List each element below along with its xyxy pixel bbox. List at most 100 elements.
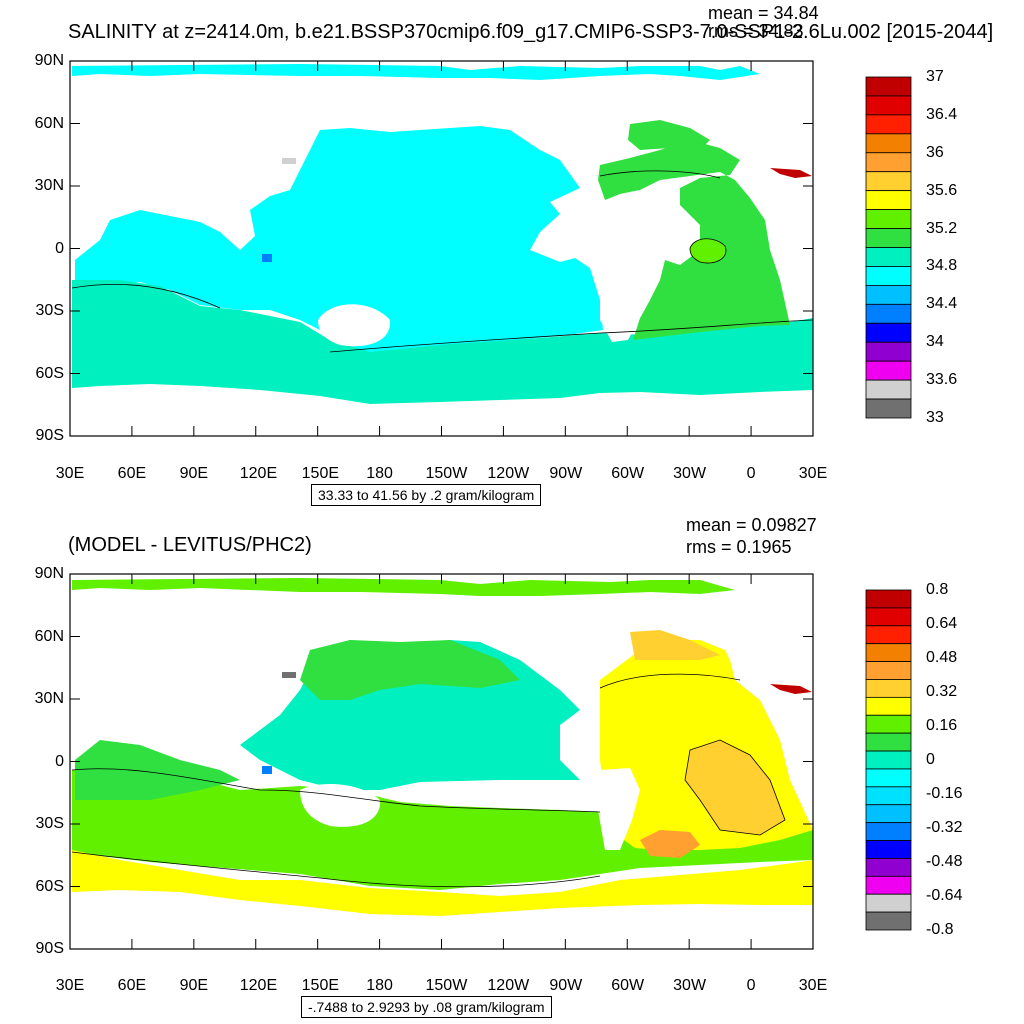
lon-tick-label: 0: [746, 465, 756, 482]
contour-line: [599, 170, 721, 179]
colorbar-label: 33: [926, 409, 944, 426]
rms-stat: rms = 0.1965: [686, 537, 792, 557]
map-title: SALINITY at z=2414.0m, b.e21.BSSP370cmip…: [68, 21, 994, 43]
colorbar-swatch: [865, 858, 912, 877]
atlantic-blob: [689, 238, 727, 264]
lon-tick-label: 180: [366, 977, 393, 994]
lon-tick-label: 120E: [239, 977, 278, 994]
australia: [300, 784, 381, 827]
colorbar-label: 36: [926, 143, 944, 161]
colorbar-label: 34: [926, 333, 944, 351]
colorbar-swatch: [865, 750, 912, 770]
lon-tick-label: 150E: [301, 465, 340, 482]
colorbar-label: 36.4: [926, 105, 958, 123]
lon-tick-label: 30E: [55, 977, 85, 994]
north-atlantic-top: [628, 120, 710, 150]
blue-patch: [262, 766, 272, 774]
colorbar-swatch: [865, 840, 912, 859]
lon-tick-label: 150W: [425, 465, 468, 482]
colorbar-swatch: [865, 625, 912, 645]
atlantic-orange: [684, 739, 786, 836]
lon-tick-label: 60W: [611, 465, 645, 482]
colorbar-swatch: [865, 607, 912, 627]
southern-ocean: [72, 280, 813, 404]
arctic-region: [72, 64, 760, 80]
colorbar-swatch: [865, 911, 912, 931]
lat-tick-label: 30N: [34, 690, 64, 707]
lon-tick-label: 120W: [487, 465, 530, 482]
blue-patch: [262, 254, 272, 262]
colorbar-label: -0.8: [926, 921, 954, 938]
grey-patch: [282, 158, 296, 164]
colorbar-label: 0.48: [926, 649, 958, 666]
axis-ticks: [69, 573, 814, 950]
lat-tick-label: 90N: [34, 565, 64, 582]
atlantic-ocean: [598, 140, 790, 340]
rms-stat: rms = 34.83: [708, 21, 804, 41]
colorbar-swatch: [865, 875, 912, 895]
mean-stat: mean = 0.09827: [686, 515, 817, 535]
range-note: -.7488 to 2.9293 by .08 gram/kilogram: [301, 996, 552, 1018]
colorbar-swatch: [865, 398, 912, 419]
lat-tick-label: 90N: [34, 52, 64, 69]
lon-tick-label: 120E: [239, 465, 278, 482]
lon-tick-label: 60E: [117, 977, 147, 994]
lon-tick-label: 30W: [673, 465, 707, 482]
lon-tick-label: 60E: [117, 465, 147, 482]
lat-tick-label: 60S: [35, 877, 64, 895]
colorbar-swatch: [865, 696, 912, 716]
south-atlantic-orange: [640, 830, 700, 858]
colorbar-swatch: [865, 643, 912, 662]
grey-patch: [282, 672, 296, 678]
australia: [318, 304, 391, 347]
north-atlantic-orange: [630, 630, 720, 660]
colorbar-swatch: [865, 714, 912, 734]
lon-tick-label: 30W: [673, 977, 707, 994]
lat-tick-label: 60N: [34, 627, 64, 645]
lon-tick-label: 30E: [798, 465, 828, 482]
lon-tick-label: 0: [746, 977, 756, 994]
axis-ticks: [69, 60, 814, 437]
lat-tick-label: 60S: [35, 364, 64, 382]
colorbar-label: -0.48: [926, 853, 963, 870]
pacific-indian-ocean: [75, 126, 603, 352]
lat-tick-label: 30S: [35, 302, 64, 319]
colorbar-swatch: [865, 893, 912, 913]
colorbar-label: 33.6: [926, 371, 958, 389]
lat-tick-label: 90S: [35, 427, 64, 444]
colorbar-swatch: [865, 732, 912, 752]
colorbar-swatch: [865, 768, 912, 788]
colorbar-label: 34.4: [926, 295, 958, 313]
colorbar-label: 0: [926, 751, 935, 768]
map-title: (MODEL - LEVITUS/PHC2): [68, 534, 312, 556]
south-america: [598, 768, 640, 850]
southern-green: [72, 768, 813, 890]
lon-tick-label: 120W: [487, 977, 530, 994]
colorbar-swatch: [865, 661, 912, 680]
lat-tick-label: 0: [55, 239, 64, 257]
colorbar-label: 0.8: [926, 581, 949, 598]
colorbar-label: 34.8: [926, 257, 958, 275]
contour-line: [71, 851, 601, 888]
lat-tick-label: 30N: [34, 177, 64, 194]
lon-tick-label: 90E: [179, 465, 209, 482]
lat-tick-label: 90S: [35, 940, 64, 957]
colorbar-label: 37: [926, 68, 944, 85]
lat-tick-label: 60N: [34, 114, 64, 132]
contour-line: [71, 283, 814, 353]
colorbar-label: 35.2: [926, 219, 958, 237]
lon-tick-label: 30E: [798, 977, 828, 994]
lon-tick-label: 90W: [549, 465, 583, 482]
colorbar-swatch: [865, 786, 912, 806]
lat-tick-label: 0: [55, 752, 64, 770]
colorbar-swatch: [865, 589, 912, 609]
colorbar-swatch: [865, 804, 912, 824]
colorbar-label: -0.64: [926, 887, 963, 904]
southern-yellow: [72, 850, 813, 916]
colorbar-label: 0.16: [926, 717, 958, 734]
north-pacific-green: [300, 640, 520, 700]
